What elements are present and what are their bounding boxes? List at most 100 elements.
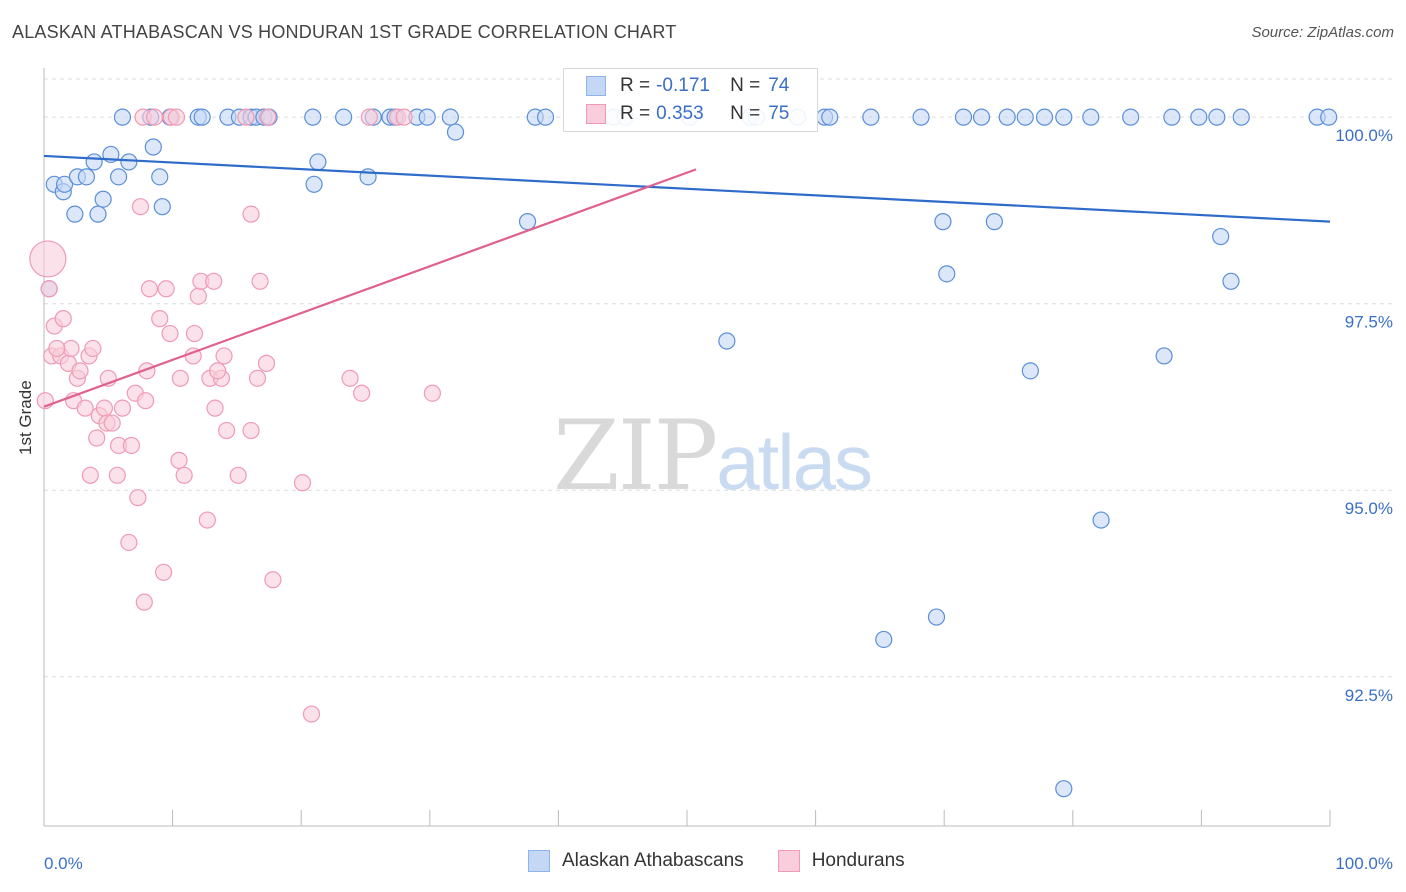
honduran-point xyxy=(205,272,223,290)
honduran-point xyxy=(145,108,164,126)
athabascan-point xyxy=(1222,272,1240,290)
legend-r-label: R = xyxy=(620,103,651,124)
honduran-point xyxy=(135,593,153,611)
series-legend-athabascan: Alaskan Athabascans xyxy=(528,850,744,872)
honduran-point xyxy=(140,280,159,298)
honduran-point xyxy=(40,280,58,298)
series-label-honduran: Hondurans xyxy=(811,850,905,871)
athabascan-point xyxy=(1122,108,1140,126)
honduran-point xyxy=(206,399,224,417)
x-tick-label: 100.0% xyxy=(1335,854,1393,873)
honduran-point xyxy=(171,369,189,387)
athabascan-point xyxy=(518,213,537,231)
legend-n-label: N = xyxy=(730,75,761,96)
athabascan-point xyxy=(938,265,956,283)
honduran-point xyxy=(170,451,188,469)
honduran-point xyxy=(54,310,72,328)
athabascan-point xyxy=(446,123,465,141)
honduran-point xyxy=(360,108,378,126)
athabascan-point xyxy=(55,175,74,193)
athabascan-point xyxy=(151,168,169,186)
athabascan-point xyxy=(821,108,839,126)
y-tick-label: 95.0% xyxy=(1345,499,1393,518)
series-legend: Alaskan Athabascans Hondurans xyxy=(528,850,939,872)
honduran-point xyxy=(161,324,179,343)
legend-n-value: 75 xyxy=(768,103,790,124)
athabascan-point xyxy=(309,153,327,171)
athabascan-point xyxy=(927,608,946,626)
honduran-trend-line xyxy=(43,168,697,408)
athabascan-point xyxy=(113,108,132,126)
honduran-point xyxy=(108,466,126,484)
honduran-point xyxy=(120,533,138,552)
correlation-legend: R = -0.171 N = 74 R = 0.353 N = 75 xyxy=(563,68,818,132)
honduran-point xyxy=(302,705,321,723)
y-axis-label: 1st Grade xyxy=(16,380,35,455)
athabascan-point xyxy=(193,108,211,126)
legend-n-value: 74 xyxy=(768,75,790,96)
legend-row-athabascan: R = -0.171 N = 74 xyxy=(586,74,789,98)
legend-swatch-honduran xyxy=(586,104,606,124)
honduran-point xyxy=(185,324,204,343)
honduran-point xyxy=(81,466,99,484)
athabascan-point xyxy=(85,153,103,171)
series-legend-honduran: Hondurans xyxy=(777,850,905,872)
honduran-point xyxy=(129,489,147,507)
honduran-point xyxy=(103,414,121,432)
honduran-point xyxy=(259,108,277,126)
honduran-point xyxy=(113,399,132,417)
athabascan-point xyxy=(418,108,436,126)
athabascan-point xyxy=(1021,362,1039,380)
honduran-point xyxy=(218,421,236,440)
athabascan-point xyxy=(1155,347,1173,365)
honduran-point xyxy=(395,108,413,126)
honduran-point xyxy=(151,310,169,328)
athabascan-point xyxy=(912,108,930,126)
athabascan-point xyxy=(1208,108,1226,126)
athabascan-point xyxy=(109,168,128,186)
legend-r-value: -0.171 xyxy=(656,75,710,96)
athabascan-point xyxy=(153,198,171,216)
honduran-point xyxy=(154,563,173,581)
athabascan-point xyxy=(66,205,84,223)
athabascan-trend-line xyxy=(43,154,1331,223)
honduran-point xyxy=(29,240,67,278)
legend-row-honduran: R = 0.353 N = 75 xyxy=(586,102,789,126)
athabascan-point xyxy=(89,205,107,223)
honduran-point xyxy=(242,205,260,223)
honduran-point xyxy=(237,108,255,126)
athabascan-point xyxy=(1055,780,1073,798)
honduran-point xyxy=(248,369,267,387)
athabascan-point xyxy=(1092,511,1110,529)
honduran-point xyxy=(251,272,269,290)
honduran-point xyxy=(48,339,66,358)
athabascan-point xyxy=(954,108,973,126)
athabascan-point xyxy=(304,108,322,126)
athabascan-point xyxy=(862,108,880,126)
honduran-point xyxy=(423,384,441,402)
athabascan-point xyxy=(1035,108,1054,126)
athabascan-point xyxy=(1163,108,1181,126)
honduran-point xyxy=(84,339,102,358)
honduran-point xyxy=(198,511,216,529)
honduran-point xyxy=(71,362,89,380)
athabascan-point xyxy=(1232,108,1250,126)
honduran-point xyxy=(264,571,282,589)
honduran-point xyxy=(215,347,233,365)
athabascan-point xyxy=(998,108,1016,126)
athabascan-point xyxy=(985,213,1003,231)
watermark-zip: ZIP xyxy=(553,400,718,512)
honduran-point xyxy=(229,466,247,484)
honduran-point xyxy=(242,421,260,440)
athabascan-point xyxy=(77,168,96,186)
watermark: ZIPatlas xyxy=(553,400,873,512)
athabascan-point xyxy=(441,108,459,126)
honduran-point xyxy=(122,436,141,455)
athabascan-point xyxy=(1082,108,1100,126)
athabascan-point xyxy=(1212,227,1230,246)
honduran-point xyxy=(341,369,359,387)
athabascan-point xyxy=(718,332,736,350)
legend-n-label: N = xyxy=(730,103,761,124)
x-tick-label: 0.0% xyxy=(44,854,83,873)
